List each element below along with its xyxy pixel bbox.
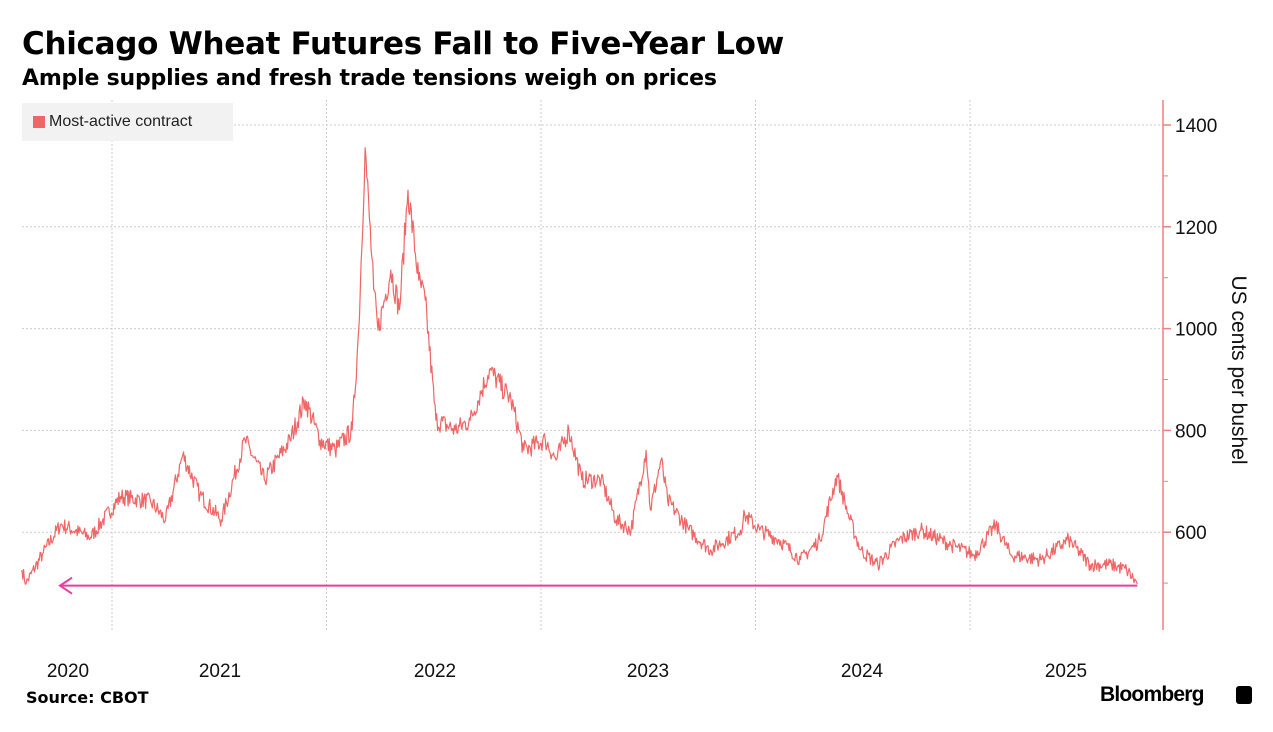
x-tick-label: 2021 <box>199 661 241 682</box>
legend: Most-active contract <box>22 103 233 141</box>
y-tick-label: 800 <box>1175 421 1207 442</box>
x-tick-label: 2024 <box>841 661 884 682</box>
bloomberg-logo: Bloomberg <box>1100 683 1204 706</box>
legend-swatch <box>33 116 45 128</box>
y-tick-label: 1000 <box>1175 320 1217 341</box>
annotation-arrow-head-icon <box>58 576 73 595</box>
y-tick-label: 1200 <box>1175 218 1217 239</box>
bloomberg-icon <box>1236 686 1252 704</box>
x-tick-label: 2025 <box>1045 661 1087 682</box>
chart-title: Chicago Wheat Futures Fall to Five-Year … <box>22 26 784 62</box>
legend-label: Most-active contract <box>49 113 193 130</box>
y-axis-label: US cents per bushel <box>1227 275 1250 464</box>
y-tick-label: 600 <box>1175 523 1207 544</box>
y-tick-label: 1400 <box>1175 116 1217 137</box>
series-line <box>21 147 1138 585</box>
chart-subtitle: Ample supplies and fresh trade tensions … <box>22 66 717 91</box>
x-tick-label: 2022 <box>414 661 456 682</box>
source-note: Source: CBOT <box>26 688 149 707</box>
x-tick-label: 2020 <box>47 661 89 682</box>
x-tick-label: 2023 <box>627 661 669 682</box>
